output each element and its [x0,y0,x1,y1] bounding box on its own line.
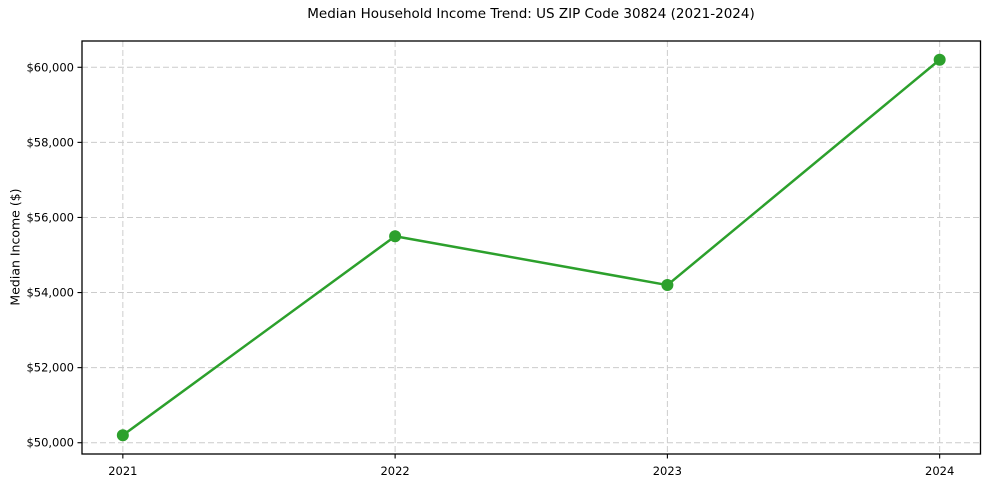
data-point-2021 [116,429,129,442]
y-tick-label: $58,000 [26,135,74,149]
trend-line [121,58,941,437]
y-tick-label: $54,000 [26,286,74,300]
chart-title: Median Household Income Trend: US ZIP Co… [307,6,755,22]
plot-border [81,40,982,455]
x-tick-label: 2022 [380,464,409,478]
data-point-2023 [661,279,674,292]
y-tick-label: $56,000 [26,210,74,224]
x-tick-label: 2021 [108,464,137,478]
data-point-2022 [389,230,402,243]
x-tick-label: 2024 [925,464,954,478]
data-point-2024 [933,53,946,66]
y-tick-label: $60,000 [26,60,74,74]
x-tick-label: 2023 [653,464,682,478]
y-tick-label: $52,000 [26,361,74,375]
y-tick-label: $50,000 [26,436,74,450]
